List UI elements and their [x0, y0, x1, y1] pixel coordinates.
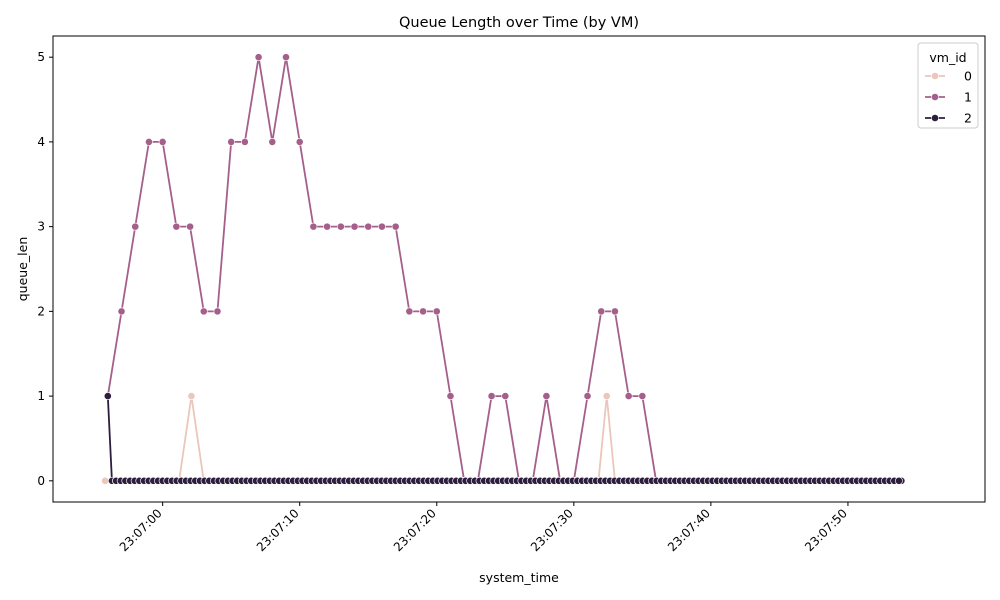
- data-point: [158, 138, 167, 146]
- data-point: [542, 392, 551, 400]
- data-point: [487, 392, 496, 400]
- series-line-1: [106, 56, 902, 482]
- legend-swatch-marker: [931, 72, 939, 80]
- data-point: [432, 307, 441, 316]
- legend-item-0: 0: [925, 69, 972, 84]
- data-point: [405, 307, 414, 316]
- y-tick-label: 3: [37, 220, 45, 234]
- data-point: [240, 138, 249, 146]
- data-point: [186, 222, 194, 231]
- legend-label: 2: [964, 111, 972, 126]
- data-point: [638, 392, 647, 400]
- data-point: [103, 392, 112, 400]
- legend-items: 0 1 2: [925, 69, 972, 126]
- data-point: [611, 307, 619, 316]
- data-point: [597, 307, 606, 316]
- data-point: [895, 476, 903, 485]
- legend-label: 1: [964, 90, 972, 105]
- legend-label: 0: [964, 69, 972, 84]
- plot-area: [52, 35, 986, 503]
- data-point: [419, 307, 427, 316]
- y-tick-label: 0: [37, 474, 45, 488]
- x-axis-label: system_time: [479, 570, 559, 585]
- data-point: [268, 138, 277, 146]
- data-point: [378, 222, 386, 231]
- legend-swatch-marker: [931, 114, 939, 122]
- y-tick-label: 1: [37, 389, 45, 403]
- data-point: [336, 222, 345, 231]
- y-axis-label: queue_len: [15, 237, 30, 302]
- plot-frame: [52, 35, 986, 503]
- data-point: [501, 392, 510, 400]
- chart-title: Queue Length over Time (by VM): [399, 15, 639, 31]
- data-point: [131, 222, 140, 231]
- legend-item-1: 1: [925, 90, 972, 105]
- series-layer: [101, 53, 906, 485]
- data-point: [309, 222, 318, 231]
- data-point: [213, 307, 222, 316]
- data-point: [101, 476, 109, 485]
- data-point: [282, 53, 290, 62]
- data-point: [602, 392, 611, 400]
- data-point: [199, 307, 208, 316]
- data-point: [227, 138, 236, 146]
- legend: vm_id 0 1 2: [917, 42, 979, 129]
- series-2: [103, 392, 906, 485]
- data-point: [117, 307, 126, 316]
- y-tick-label: 2: [37, 304, 45, 318]
- data-point: [254, 53, 263, 62]
- legend-item-2: 2: [925, 111, 972, 126]
- data-point: [364, 222, 373, 231]
- data-point: [187, 392, 196, 400]
- legend-swatch-marker: [931, 93, 939, 101]
- data-point: [172, 222, 181, 231]
- data-point: [583, 392, 592, 400]
- legend-box: [917, 42, 979, 129]
- data-point: [624, 392, 633, 400]
- data-point: [323, 222, 332, 231]
- data-point: [391, 222, 400, 231]
- y-tick-label: 4: [37, 135, 45, 149]
- y-tick-label: 5: [37, 50, 45, 64]
- data-point: [350, 222, 359, 231]
- data-point: [145, 138, 153, 146]
- data-point: [295, 138, 304, 146]
- data-point: [446, 392, 455, 400]
- y-axis: 0 1 2 3 4 5: [37, 50, 53, 488]
- legend-title: vm_id: [929, 50, 966, 65]
